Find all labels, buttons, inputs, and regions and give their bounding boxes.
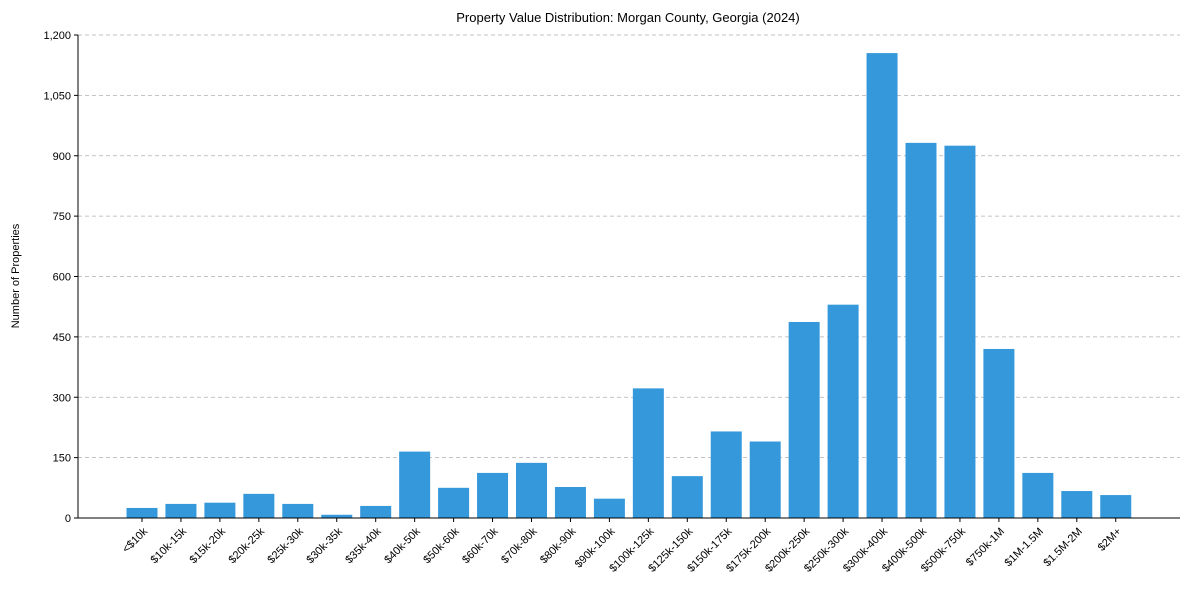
x-tick-label: $750k-1M — [964, 526, 1007, 569]
x-tick-label: $25k-30k — [265, 525, 306, 566]
bar — [165, 503, 197, 518]
y-tick-label: 600 — [53, 272, 71, 284]
y-tick-label: 150 — [53, 453, 71, 465]
bar — [1022, 472, 1054, 518]
gridlines — [78, 34, 1180, 459]
bar — [827, 304, 859, 518]
bar — [438, 487, 470, 518]
bar — [282, 503, 314, 518]
y-tick-label: 1,050 — [43, 90, 71, 102]
x-tick-label: $50k-60k — [421, 525, 462, 566]
x-tick-label: $30k-35k — [304, 525, 345, 566]
x-tick-label: $40k-50k — [382, 525, 423, 566]
bar — [126, 507, 158, 518]
y-tick-label: 450 — [53, 332, 71, 344]
chart-title: Property Value Distribution: Morgan Coun… — [456, 10, 799, 25]
x-axis-ticks: <$10k$10k-15k$15k-20k$20k-25k$25k-30k$30… — [120, 518, 1124, 575]
bar — [671, 476, 703, 518]
bar — [866, 53, 898, 519]
y-tick-label: 1,200 — [43, 30, 71, 42]
bar — [905, 142, 937, 518]
bar — [399, 451, 431, 518]
x-tick-label: $1.5M-2M — [1041, 526, 1085, 570]
x-tick-label: <$10k — [120, 525, 150, 555]
bar — [710, 431, 742, 518]
x-tick-label: $80k-90k — [538, 525, 579, 566]
bars — [126, 53, 1132, 519]
bar — [632, 388, 664, 518]
bar — [554, 487, 586, 518]
bar — [983, 348, 1015, 518]
bar — [321, 514, 353, 518]
bar — [944, 145, 976, 518]
y-axis-label: Number of Properties — [10, 223, 22, 328]
x-tick-label: $15k-20k — [188, 525, 229, 566]
bar — [749, 441, 781, 518]
bar — [1061, 491, 1093, 518]
y-tick-label: 900 — [53, 151, 71, 163]
x-tick-label: $10k-15k — [149, 525, 190, 566]
y-axis-ticks: 0 150 300 450 600 750 900 1,050 1,200 — [43, 30, 78, 525]
y-tick-label: 750 — [53, 211, 71, 223]
axes — [77, 35, 1180, 519]
bar — [516, 462, 547, 518]
bar — [593, 498, 625, 518]
bar — [788, 321, 820, 518]
bar — [360, 505, 392, 518]
bar — [204, 502, 236, 518]
y-tick-label: 0 — [65, 513, 71, 525]
x-tick-label: $1M-1.5M — [1002, 526, 1046, 570]
bar — [477, 472, 509, 518]
x-tick-label: $2M+ — [1096, 526, 1124, 554]
y-tick-label: 300 — [53, 392, 71, 404]
bar — [1100, 495, 1132, 518]
bar — [243, 493, 275, 518]
x-tick-label: $35k-40k — [343, 525, 384, 566]
x-tick-label: $20k-25k — [226, 525, 267, 566]
x-tick-label: $70k-80k — [499, 525, 540, 566]
x-tick-label: $60k-70k — [460, 525, 501, 566]
